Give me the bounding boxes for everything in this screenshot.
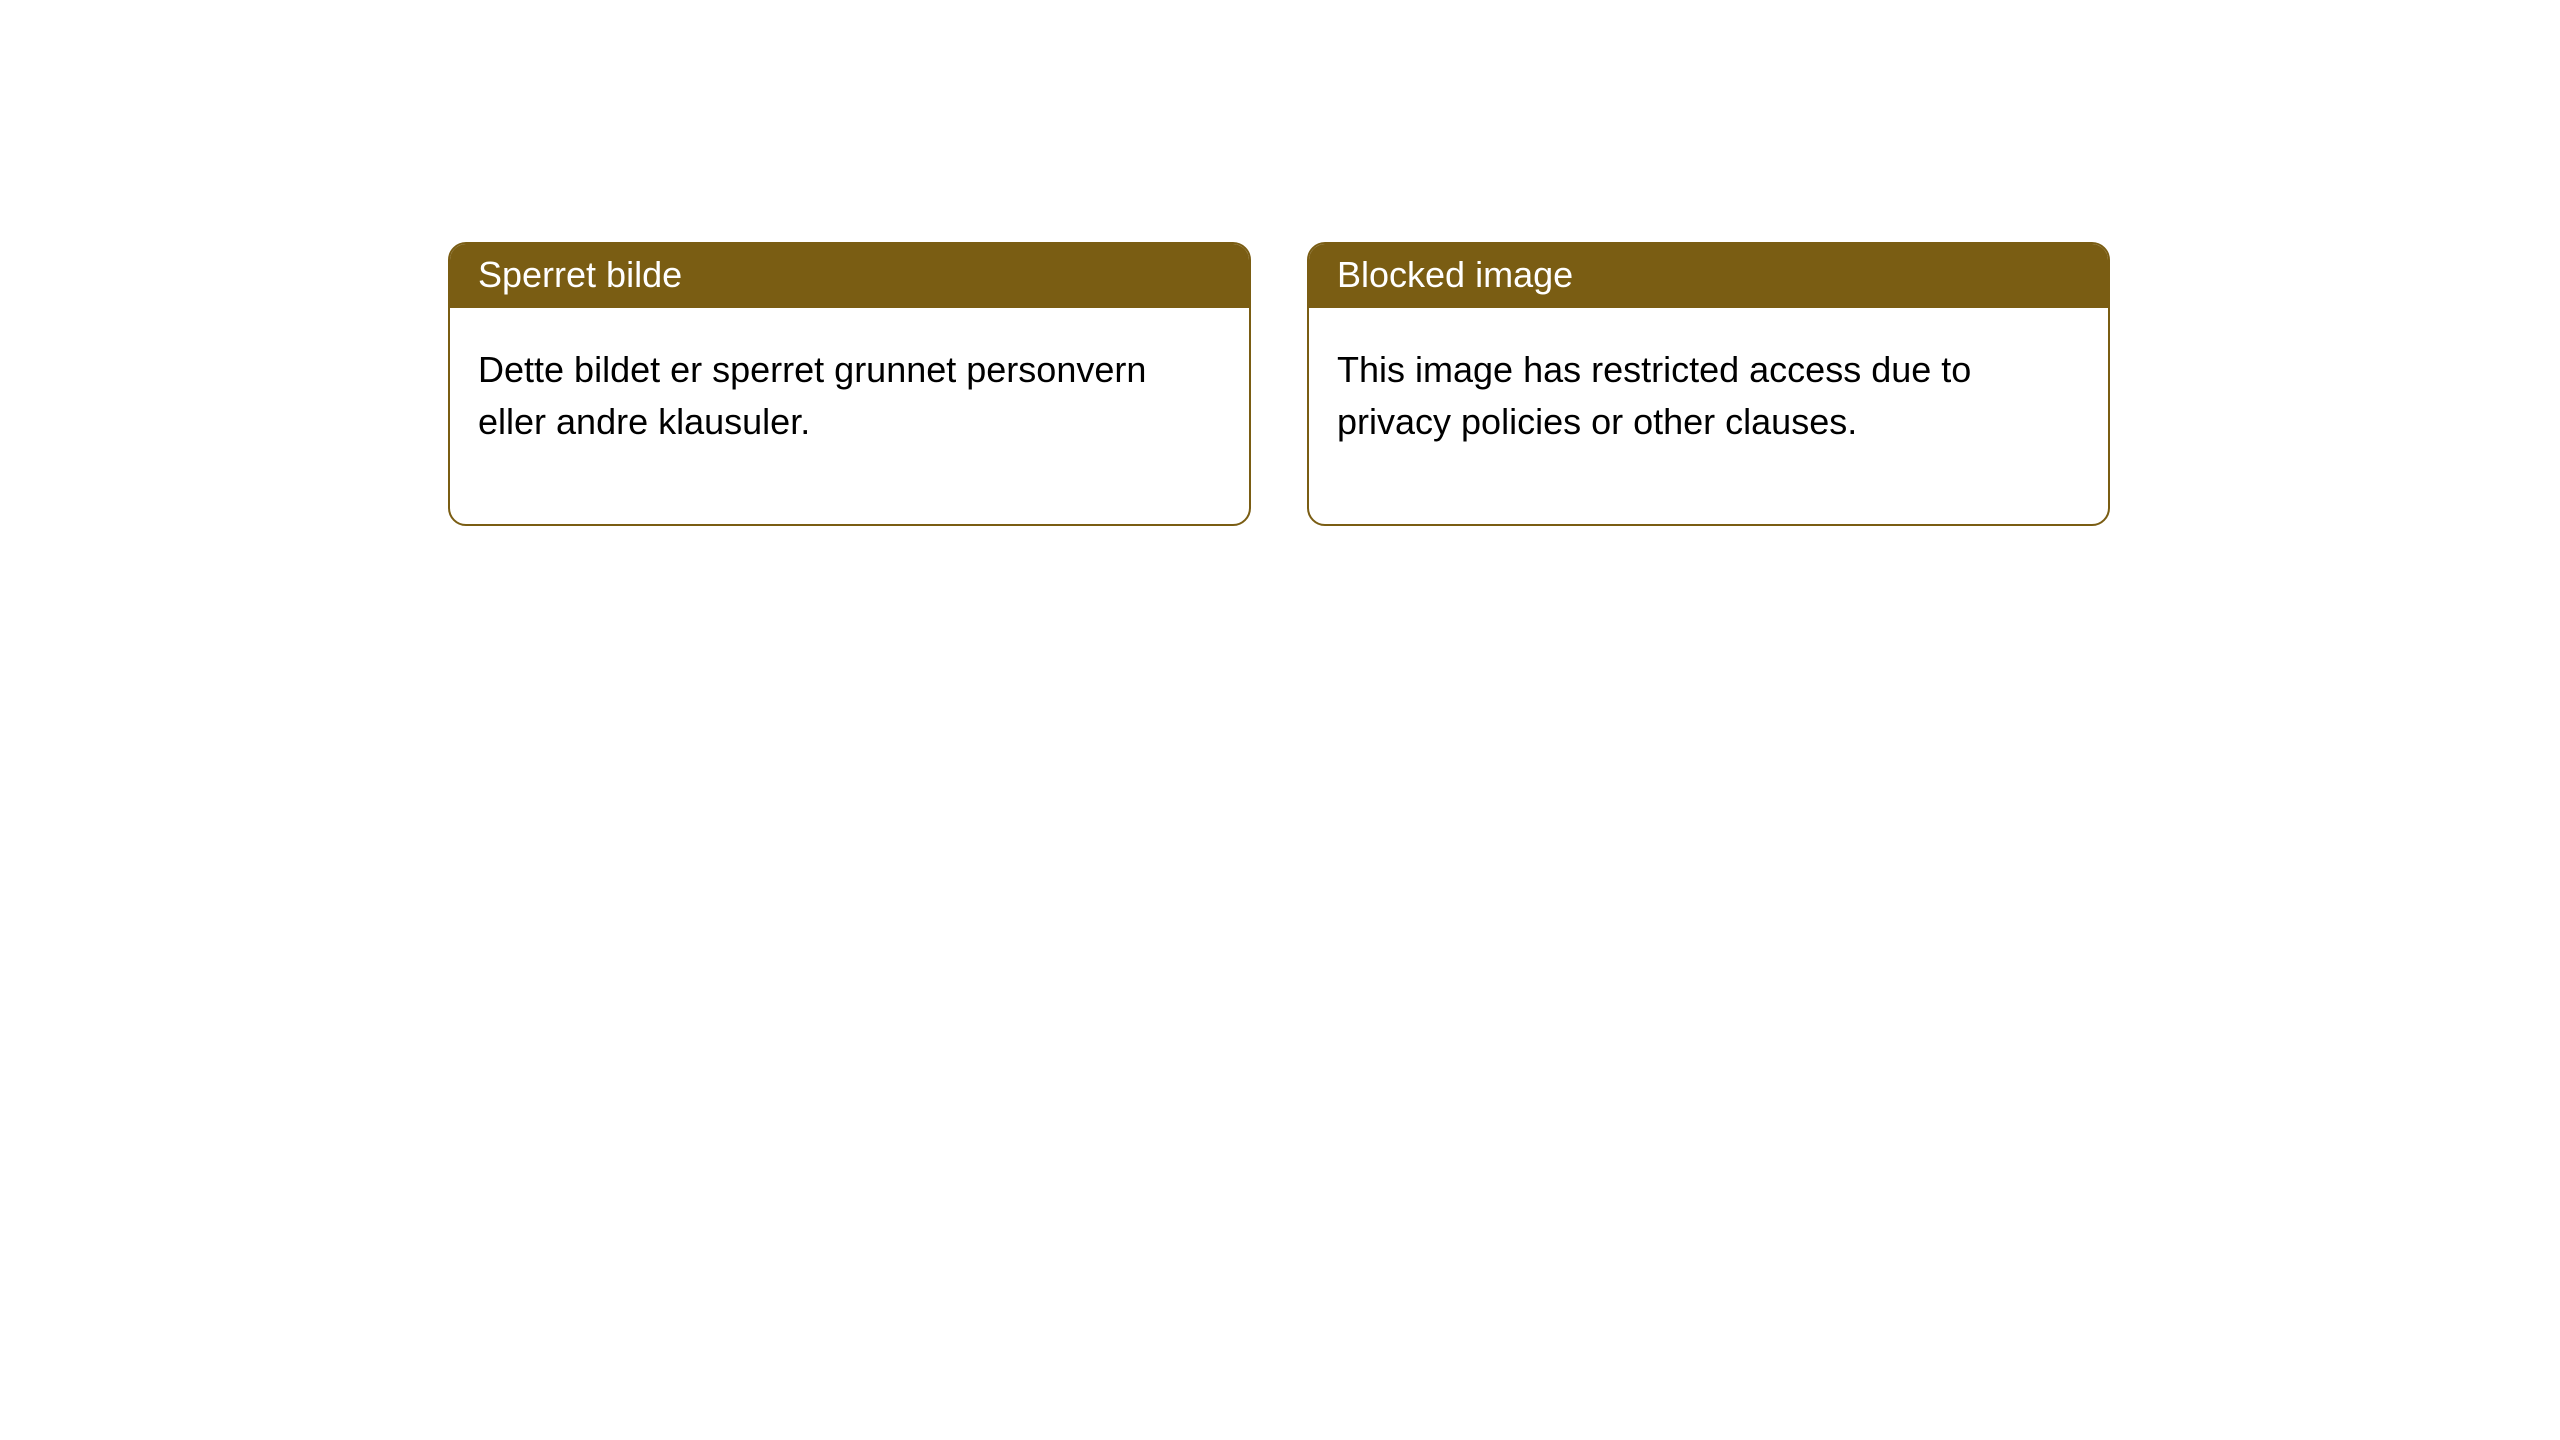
notice-box-norwegian: Sperret bilde Dette bildet er sperret gr…: [448, 242, 1251, 526]
notice-box-english: Blocked image This image has restricted …: [1307, 242, 2110, 526]
notice-body-english: This image has restricted access due to …: [1309, 308, 2108, 524]
notice-container: Sperret bilde Dette bildet er sperret gr…: [448, 242, 2110, 526]
notice-header-norwegian: Sperret bilde: [450, 244, 1249, 308]
notice-body-norwegian: Dette bildet er sperret grunnet personve…: [450, 308, 1249, 524]
notice-header-english: Blocked image: [1309, 244, 2108, 308]
